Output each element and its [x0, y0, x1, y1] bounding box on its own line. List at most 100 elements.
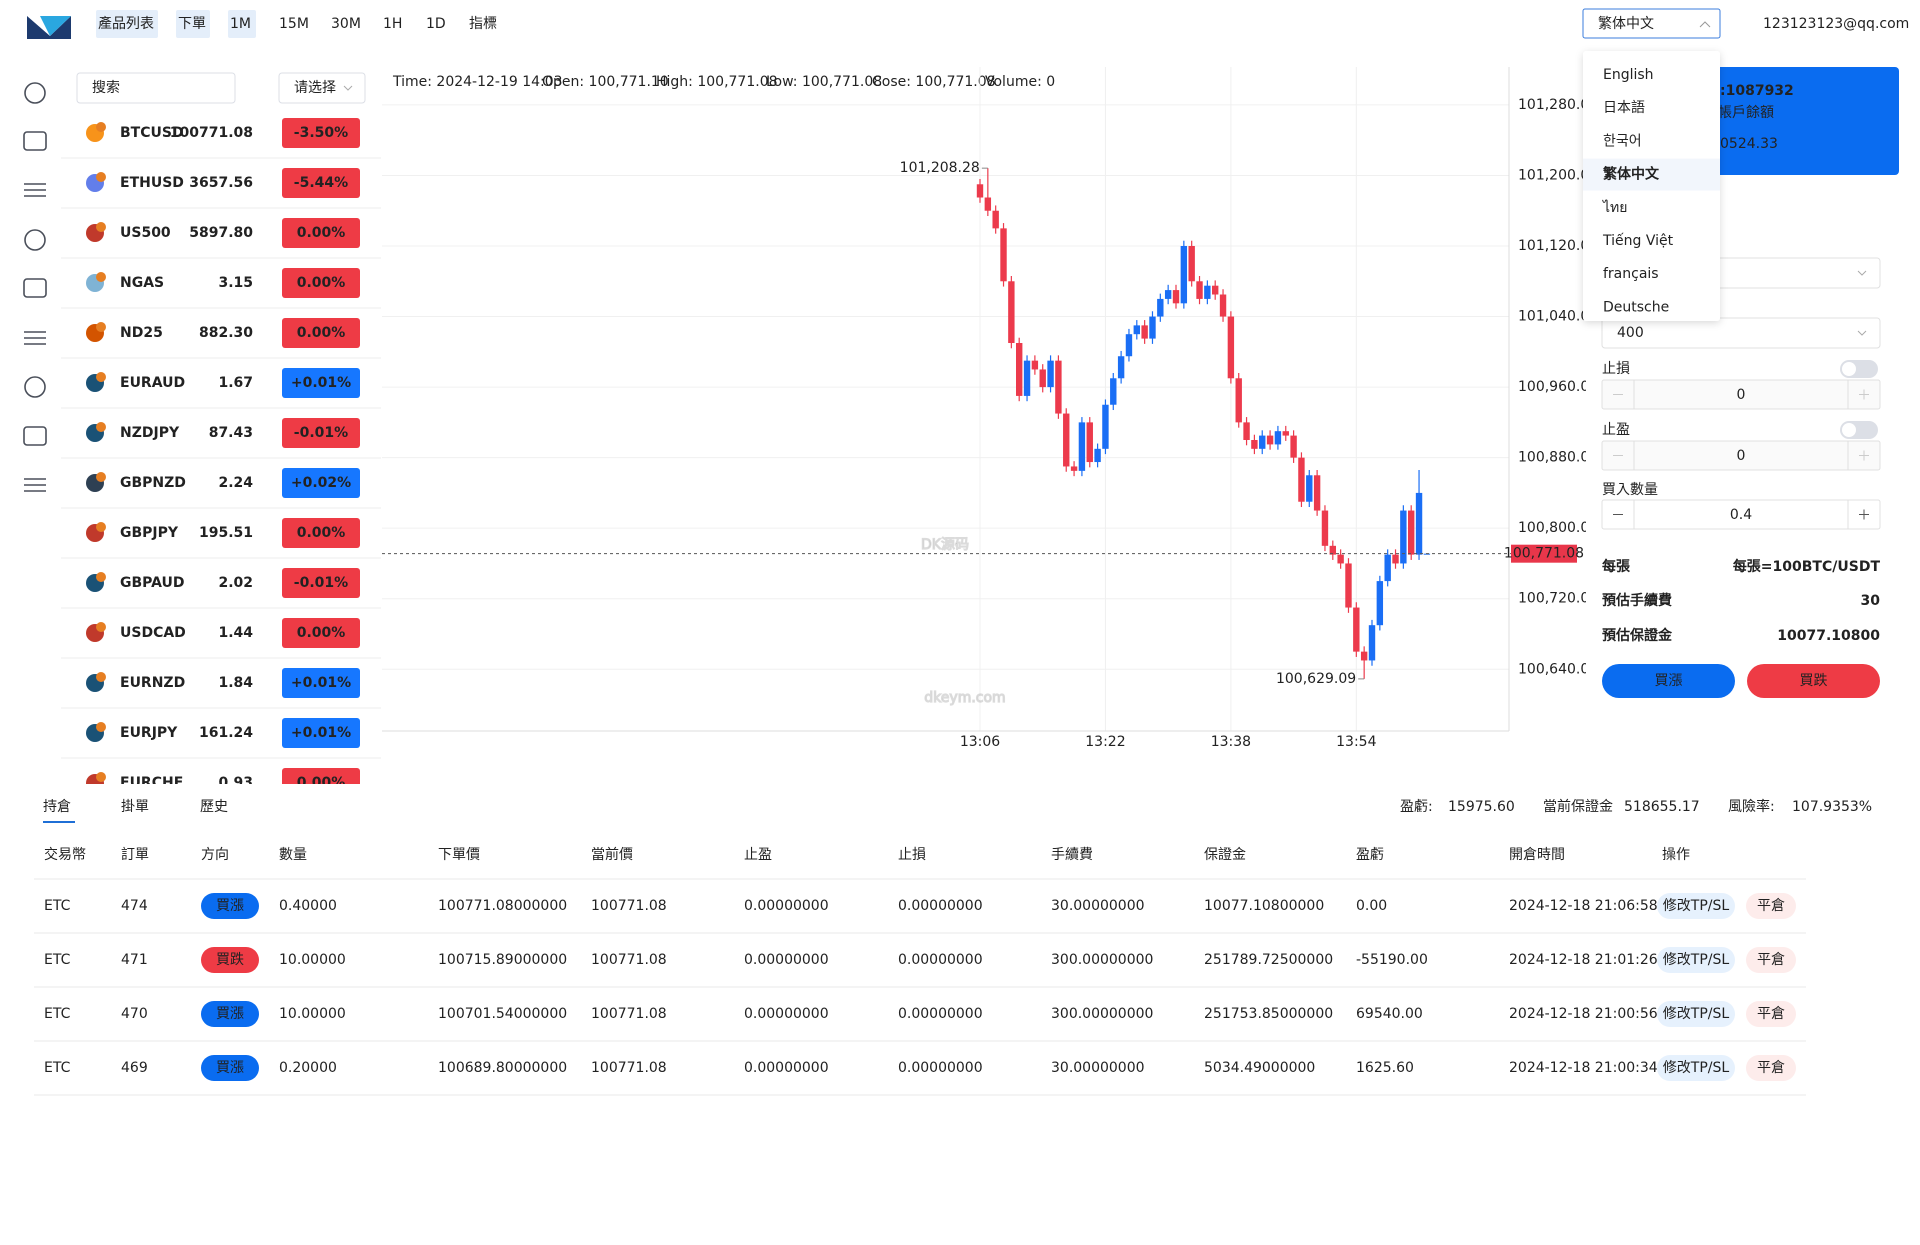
language-menu: English 日本語 한국어 繁体中文 ไทย Tiếng Việt français De…	[1583, 51, 1720, 321]
stat-label: 盈虧:	[1400, 799, 1433, 815]
product-row[interactable]: GBPJPY 195.51 0.00%	[61, 518, 381, 559]
modify-button[interactable]: 修改TP/SL	[1657, 1001, 1735, 1027]
product-row[interactable]: EURNZD 1.84 +0.01%	[61, 668, 381, 709]
search-box[interactable]: 搜索	[76, 72, 236, 104]
product-icon-badge	[96, 172, 106, 182]
sidebar-icon[interactable]	[24, 229, 46, 251]
product-row[interactable]: ND25 882.30 0.00%	[61, 318, 381, 359]
menu-item[interactable]: 한국어	[1603, 133, 1642, 149]
sidebar-icon[interactable]	[24, 82, 46, 104]
product-price: 100771.08	[170, 125, 253, 141]
product-icon-badge	[96, 422, 106, 432]
product-row[interactable]: US500 5897.80 0.00%	[61, 218, 381, 259]
tab[interactable]: 掛單	[121, 799, 149, 815]
nav-item[interactable]: 30M	[331, 16, 361, 32]
menu-item[interactable]: Deutsche	[1603, 299, 1669, 315]
candle-body	[1219, 294, 1227, 317]
product-row[interactable]: GBPAUD 2.02 -0.01%	[61, 568, 381, 609]
sidebar-icon[interactable]	[24, 183, 46, 197]
sidebar-icon[interactable]	[24, 331, 46, 345]
candle-body	[1180, 246, 1188, 304]
nav-item[interactable]: 1M	[228, 10, 256, 38]
x-tick-label: 13:38	[1211, 734, 1251, 750]
sidebar-icon[interactable]	[23, 278, 47, 298]
sidebar-icon[interactable]	[24, 376, 46, 398]
cell: 0.00000000	[744, 1060, 829, 1076]
menu-item[interactable]: 日本語	[1603, 100, 1645, 116]
sidebar-icon[interactable]	[23, 426, 47, 446]
menu-item[interactable]: français	[1603, 266, 1659, 282]
menu-item[interactable]: 繁体中文	[1583, 158, 1720, 191]
cell: 300.00000000	[1051, 1006, 1153, 1022]
close-button[interactable]: 平倉	[1746, 1001, 1796, 1027]
candle-body	[1023, 360, 1031, 396]
product-row[interactable]: EURAUD 1.67 +0.01%	[61, 368, 381, 409]
sidebar-icon[interactable]	[24, 478, 46, 492]
close-button[interactable]: 平倉	[1746, 893, 1796, 919]
language-select[interactable]: 繁体中文	[1582, 8, 1721, 39]
product-icon-badge	[96, 672, 106, 682]
candle-body	[1408, 510, 1415, 555]
cell: 0.00000000	[898, 1006, 983, 1022]
candle-body	[1133, 325, 1140, 335]
product-row[interactable]: ETHUSD 3657.56 -5.44%	[61, 168, 381, 209]
tab[interactable]: 歷史	[200, 799, 228, 815]
stat-value: 107.9353%	[1792, 799, 1872, 815]
nav-item[interactable]: 15M	[279, 16, 309, 32]
nav-item[interactable]: 1D	[426, 16, 446, 32]
cell: 30.00000000	[1051, 898, 1145, 914]
candle-body	[1016, 343, 1023, 396]
product-row[interactable]: NZDJPY 87.43 -0.01%	[61, 418, 381, 459]
direction-label: 買漲	[216, 1006, 244, 1022]
nav-item[interactable]: 指標	[469, 16, 497, 32]
plus	[1859, 450, 1869, 461]
cell: 2024-12-18 21:00:56	[1509, 1006, 1658, 1022]
candle-body	[1368, 625, 1376, 661]
stepper[interactable]: 0.4	[1601, 499, 1881, 530]
close-button[interactable]: 平倉	[1746, 1055, 1796, 1081]
candle-body	[1117, 356, 1125, 379]
nav-item[interactable]: 產品列表	[96, 10, 158, 38]
nav-item[interactable]: 下單	[176, 10, 210, 38]
product-row[interactable]: NGAS 3.15 0.00%	[61, 268, 381, 309]
logo[interactable]	[27, 16, 71, 39]
column-header: 止損	[898, 847, 926, 863]
select[interactable]: 400	[1601, 317, 1881, 349]
toggle[interactable]	[1840, 360, 1878, 378]
modify-button[interactable]: 修改TP/SL	[1657, 893, 1735, 919]
modify-button[interactable]: 修改TP/SL	[1657, 1055, 1735, 1081]
change-text: 0.00%	[297, 525, 346, 541]
candle-body	[1384, 554, 1391, 582]
menu-item[interactable]: Tiếng Việt	[1602, 232, 1674, 249]
candle-body	[1235, 378, 1242, 423]
filter-select[interactable]: 请选择	[278, 72, 366, 104]
pnl-value: 69540.00	[1356, 1006, 1423, 1022]
trade-button[interactable]: 買漲	[1602, 664, 1735, 698]
select-box	[1601, 317, 1881, 349]
stepper[interactable]: 0	[1601, 440, 1881, 471]
menu-item[interactable]: English	[1603, 67, 1654, 83]
change-badge	[282, 168, 360, 198]
trade-button[interactable]: 買跌	[1747, 664, 1880, 698]
cell: 471	[121, 952, 148, 968]
tab[interactable]: 持倉	[43, 799, 75, 823]
product-row[interactable]: USDCAD 1.44 0.00%	[61, 618, 381, 659]
sidebar-icon[interactable]	[23, 131, 47, 151]
cell: 0.00000000	[744, 1006, 829, 1022]
menu-item-label: 日本語	[1603, 100, 1645, 116]
menu-item[interactable]: ไทย	[1602, 199, 1627, 216]
product-row[interactable]: EURCHF 0.93 0.00%	[61, 768, 381, 808]
modify-button[interactable]: 修改TP/SL	[1657, 947, 1735, 973]
change-text: 0.00%	[297, 275, 346, 291]
stepper-box	[1601, 440, 1881, 471]
toggle[interactable]	[1840, 421, 1878, 439]
product-row[interactable]: GBPNZD 2.24 +0.02%	[61, 468, 381, 509]
stepper[interactable]: 0	[1601, 379, 1881, 410]
product-row[interactable]: EURJPY 161.24 +0.01%	[61, 718, 381, 759]
cell: 251789.72500000	[1204, 952, 1333, 968]
x-tick-label: 13:22	[1085, 734, 1125, 750]
close-button[interactable]: 平倉	[1746, 947, 1796, 973]
nav-item[interactable]: 1H	[383, 16, 402, 32]
